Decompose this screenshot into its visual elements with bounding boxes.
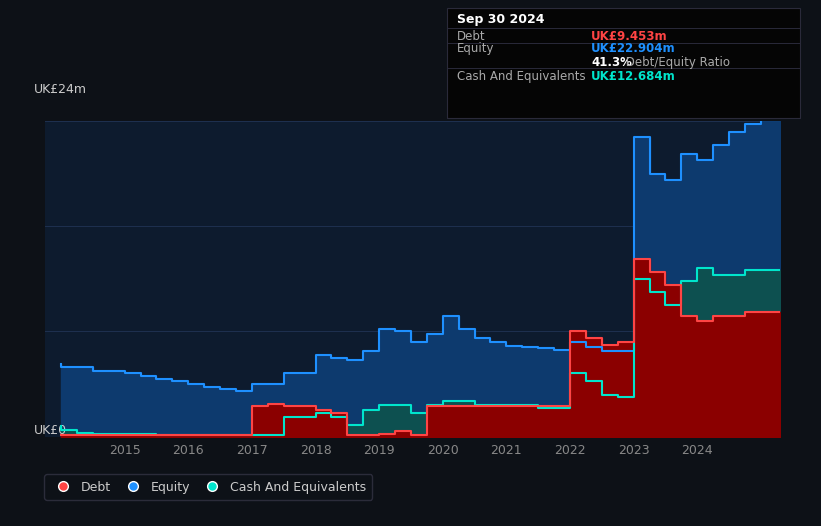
Text: UK£24m: UK£24m bbox=[34, 83, 87, 96]
Legend: Debt, Equity, Cash And Equivalents: Debt, Equity, Cash And Equivalents bbox=[44, 474, 372, 500]
Text: Debt: Debt bbox=[457, 31, 486, 43]
Text: UK£22.904m: UK£22.904m bbox=[591, 43, 676, 55]
Text: UK£12.684m: UK£12.684m bbox=[591, 70, 676, 83]
Text: Cash And Equivalents: Cash And Equivalents bbox=[457, 70, 586, 83]
Text: UK£9.453m: UK£9.453m bbox=[591, 31, 667, 43]
Text: Equity: Equity bbox=[457, 43, 495, 55]
Text: Sep 30 2024: Sep 30 2024 bbox=[457, 13, 545, 26]
Text: 41.3%: 41.3% bbox=[591, 56, 632, 68]
Text: Debt/Equity Ratio: Debt/Equity Ratio bbox=[622, 56, 731, 68]
Text: UK£0: UK£0 bbox=[34, 423, 67, 437]
